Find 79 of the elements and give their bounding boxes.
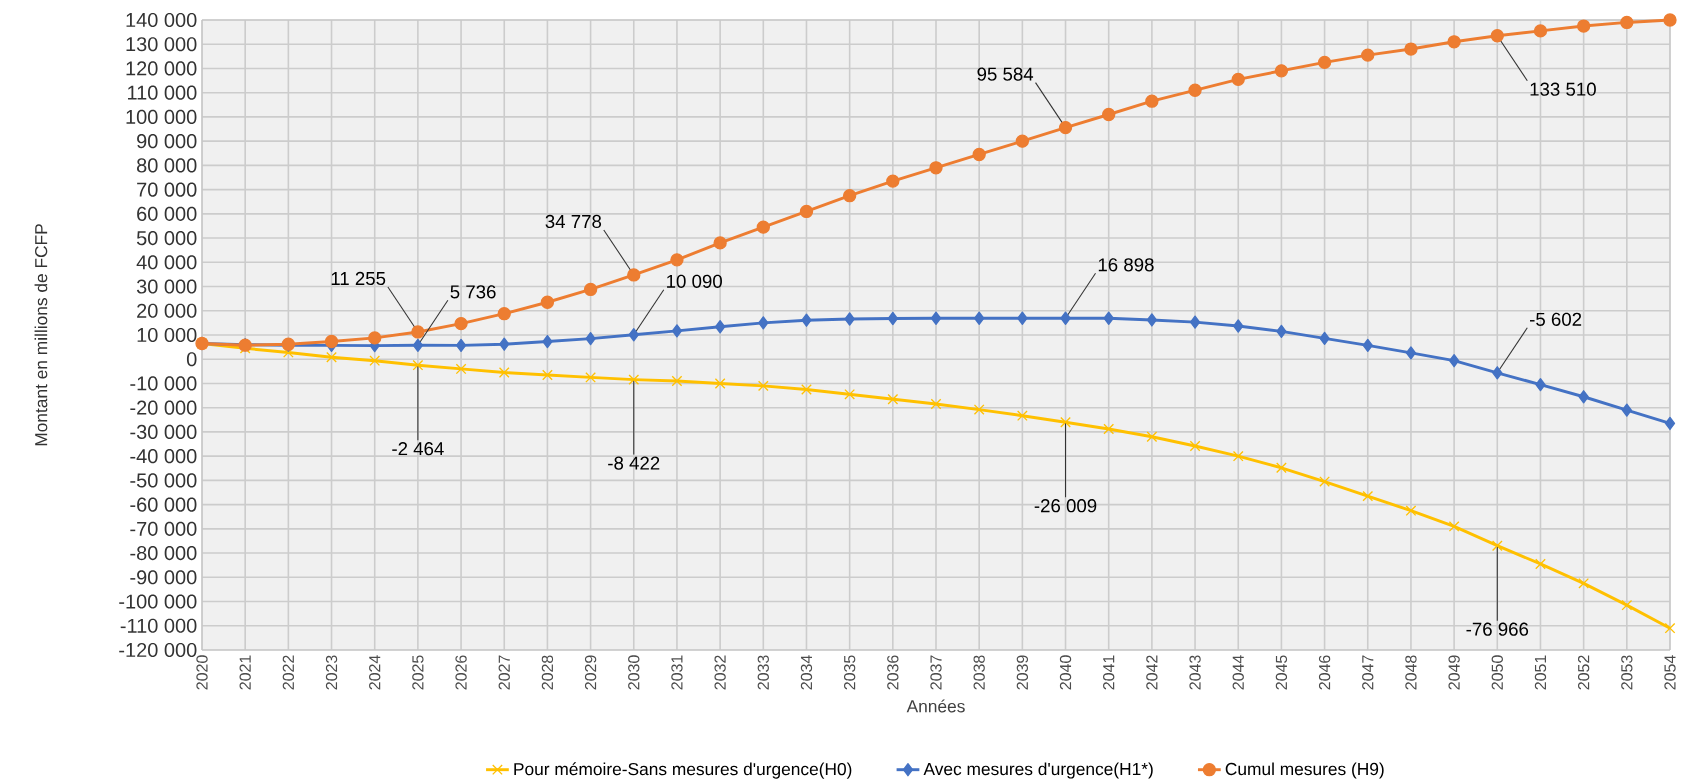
y-tick-label: 50 000 [136, 230, 197, 246]
y-tick-label: -110 000 [120, 618, 197, 633]
legend-label: Pour mémoire-Sans mesures d'urgence(H0) [514, 762, 852, 779]
y-tick-label: -20 000 [130, 400, 197, 415]
x-tick-label: 2033 [757, 655, 769, 690]
y-tick-label: -70 000 [130, 521, 197, 536]
y-tick-label: 0 [186, 352, 197, 367]
x-tick-label: 2028 [541, 655, 554, 690]
x-tick-label: 2027 [498, 655, 510, 690]
x-tick-label: 2030 [628, 655, 640, 690]
data-label: 10 090 [667, 274, 722, 288]
y-tick-label: 110 000 [128, 85, 197, 100]
x-tick-label: 2040 [1059, 655, 1072, 690]
data-label: -8 422 [608, 456, 660, 470]
y-tick-label: 140 000 [126, 12, 197, 28]
y-tick-label: 10 000 [137, 327, 197, 343]
y-tick-label: -10 000 [130, 376, 197, 391]
data-label: -76 966 [1466, 622, 1529, 636]
x-tick-label: 2022 [282, 655, 295, 690]
y-tick-label: 30 000 [136, 279, 197, 294]
y-tick-label: -30 000 [130, 424, 197, 439]
legend-label: Avec mesures d'urgence(H1*) [923, 762, 1153, 779]
x-tick-label: 2049 [1448, 655, 1460, 690]
x-tick-label: 2045 [1275, 655, 1288, 690]
data-label: 95 584 [977, 67, 1034, 81]
y-tick-label: 20 000 [137, 303, 197, 318]
x-tick-label: 2051 [1534, 655, 1547, 690]
x-tick-label: 2041 [1103, 655, 1115, 690]
x-tick-label: 2042 [1146, 655, 1158, 690]
y-tick-label: -60 000 [130, 497, 197, 512]
data-label: 11 255 [331, 271, 386, 286]
x-tick-label: 2021 [239, 655, 251, 690]
x-tick-label: 2052 [1577, 655, 1590, 690]
x-tick-label: 2024 [369, 655, 381, 690]
data-label: 34 778 [545, 214, 602, 229]
x-tick-label: 2053 [1621, 655, 1633, 690]
y-tick-label: 40 000 [136, 255, 197, 270]
data-label: -5 602 [1530, 312, 1582, 326]
data-label: 16 898 [1098, 258, 1154, 272]
x-tick-label: 2043 [1189, 655, 1201, 690]
y-tick-label: -80 000 [130, 545, 197, 561]
data-label: 5 736 [450, 285, 496, 299]
x-tick-label: 2046 [1318, 655, 1331, 690]
y-axis-title: Montant en millions de FCFP [34, 224, 48, 446]
legend-label: Cumul mesures (H9) [1225, 762, 1384, 779]
x-tick-label: 2036 [887, 655, 899, 690]
y-tick-label: 70 000 [137, 182, 197, 197]
x-tick-label: 2032 [714, 655, 726, 690]
x-tick-label: 2023 [325, 655, 338, 690]
y-tick-label: -90 000 [130, 570, 197, 585]
y-tick-label: -120 000 [119, 642, 197, 658]
x-tick-label: 2050 [1491, 655, 1503, 690]
x-tick-label: 2038 [973, 655, 985, 690]
x-tick-label: 2034 [800, 655, 813, 690]
data-label: -2 464 [392, 442, 444, 456]
x-tick-label: 2047 [1362, 655, 1374, 690]
x-tick-label: 2029 [584, 655, 597, 690]
y-tick-label: 90 000 [137, 134, 197, 149]
x-tick-label: 2037 [930, 655, 942, 690]
y-tick-label: 120 000 [126, 61, 197, 76]
x-tick-label: 2039 [1016, 655, 1029, 690]
data-label: 133 510 [1530, 82, 1596, 96]
data-label: -26 009 [1034, 499, 1097, 513]
y-tick-label: 130 000 [126, 37, 197, 52]
y-tick-label: 60 000 [137, 206, 197, 221]
x-tick-label: 2044 [1232, 655, 1244, 690]
x-tick-label: 2026 [455, 655, 467, 690]
x-tick-label: 2054 [1664, 655, 1676, 690]
y-tick-label: 80 000 [137, 158, 197, 173]
x-axis-title: Années [906, 699, 965, 713]
x-tick-label: 2031 [671, 655, 683, 690]
x-tick-label: 2025 [412, 655, 424, 690]
x-tick-label: 2048 [1405, 655, 1417, 690]
y-tick-label: -50 000 [130, 473, 197, 488]
y-tick-label: -100 000 [119, 594, 197, 609]
x-tick-label: 2035 [843, 655, 856, 690]
y-tick-label: -40 000 [130, 449, 197, 464]
x-tick-label: 2020 [196, 655, 208, 690]
y-tick-label: 100 000 [126, 109, 197, 124]
